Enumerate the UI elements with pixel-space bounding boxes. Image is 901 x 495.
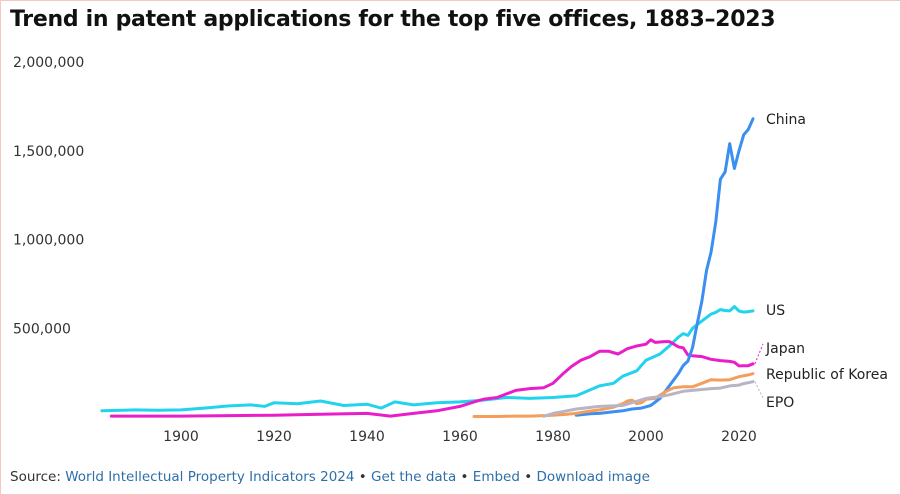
series-line-republic-of-korea xyxy=(472,372,755,418)
separator: • xyxy=(519,469,537,485)
x-tick-label: 1900 xyxy=(163,429,199,445)
y-tick-label: 1,000,000 xyxy=(13,233,84,249)
series-label-china: China xyxy=(766,112,806,128)
series-label-epo: EPO xyxy=(766,395,794,411)
source-prefix: Source: xyxy=(10,469,66,485)
series-label-republic-of-korea: Republic of Korea xyxy=(766,367,888,383)
series-label-leader xyxy=(754,343,764,364)
chart-title: Trend in patent applications for the top… xyxy=(10,7,776,32)
separator: • xyxy=(354,469,372,485)
x-tick-label: 1980 xyxy=(535,429,571,445)
x-tick-label: 2000 xyxy=(628,429,664,445)
x-tick-label: 1960 xyxy=(442,429,478,445)
download-image-link[interactable]: Download image xyxy=(536,469,650,485)
series-label-japan: Japan xyxy=(765,341,805,357)
x-axis: 1900 1920 1940 1960 1980 2000 2020 xyxy=(163,429,757,445)
series-labels: US Japan China Republic of Korea EPO xyxy=(754,112,888,411)
series-label-leader xyxy=(754,381,764,399)
x-tick-label: 2020 xyxy=(721,429,757,445)
series-line-us xyxy=(100,305,755,413)
get-data-link[interactable]: Get the data xyxy=(371,469,457,485)
series-line-japan xyxy=(109,338,755,418)
series-line-china xyxy=(574,117,755,417)
series-label-us: US xyxy=(766,303,785,319)
x-tick-label: 1940 xyxy=(349,429,385,445)
series-line-epo xyxy=(542,380,755,418)
x-tick-label: 1920 xyxy=(256,429,292,445)
y-tick-label: 2,000,000 xyxy=(13,55,84,71)
report-link[interactable]: World Intellectual Property Indicators 2… xyxy=(65,469,355,485)
series-lines xyxy=(100,117,755,418)
y-tick-label: 1,500,000 xyxy=(13,144,84,160)
y-axis: 500,000 1,000,000 1,500,000 2,000,000 xyxy=(13,55,84,337)
separator: • xyxy=(456,469,473,485)
y-tick-label: 500,000 xyxy=(13,321,71,337)
embed-link[interactable]: Embed xyxy=(472,469,520,485)
source-line: Source: World Intellectual Property Indi… xyxy=(10,469,650,485)
